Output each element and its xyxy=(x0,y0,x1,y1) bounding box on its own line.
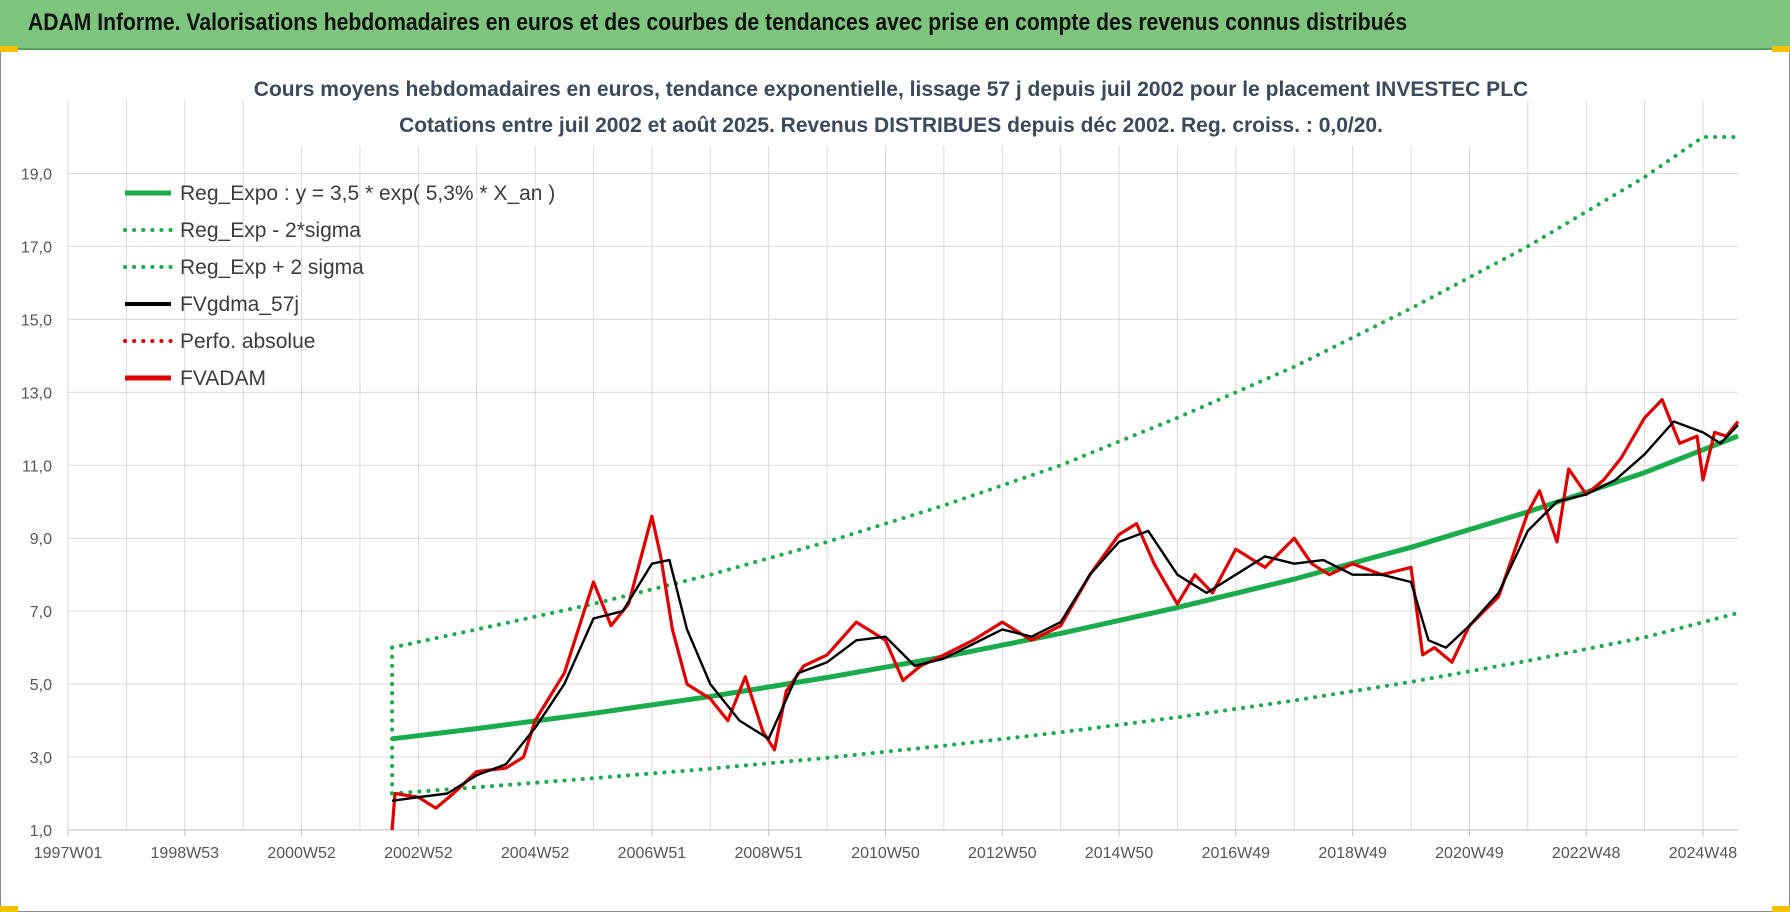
series-line-reg-exp-2-sigma xyxy=(390,135,1740,650)
y-tick-label: 17,0 xyxy=(21,239,52,256)
y-tick-label: 9,0 xyxy=(30,531,52,548)
corner-mark-top-left xyxy=(0,46,18,52)
x-tick-label: 2018W49 xyxy=(1318,845,1387,862)
x-tick-label: 1997W01 xyxy=(34,845,103,862)
series-line-fvgdma-57j xyxy=(391,420,1739,802)
y-tick-label: 3,0 xyxy=(30,750,52,767)
x-tick-label: 2002W52 xyxy=(384,845,453,862)
legend-label: FVADAM xyxy=(180,367,266,390)
corner-mark-top-right xyxy=(1772,46,1790,52)
x-tick-label: 2024W48 xyxy=(1669,845,1738,862)
x-tick-label: 2006W51 xyxy=(618,845,687,862)
header-banner: ADAM Informe. Valorisations hebdomadaire… xyxy=(0,0,1790,50)
x-tick-label: 2004W52 xyxy=(501,845,570,862)
y-tick-label: 5,0 xyxy=(30,677,52,694)
grid xyxy=(67,100,1738,831)
x-tick-label: 2022W48 xyxy=(1552,845,1621,862)
page-title: ADAM Informe. Valorisations hebdomadaire… xyxy=(28,9,1408,36)
legend-label: FVgdma_57j xyxy=(180,293,299,316)
x-tick-label: 1998W53 xyxy=(151,845,220,862)
y-tick-label: 19,0 xyxy=(21,166,52,183)
axes: 1,0 3,0 5,0 7,0 9,0 11,0 13,0 15,0 17,0 19,0 1997W… xyxy=(21,166,1738,862)
chart-subtitle: Cotations entre juil 2002 et août 2025. … xyxy=(399,114,1383,137)
series-line-reg-exp-2-sigma xyxy=(390,611,1740,796)
x-tick-label: 2012W50 xyxy=(968,845,1037,862)
x-tick-label: 2000W52 xyxy=(267,845,336,862)
legend-label: Reg_Exp - 2*sigma xyxy=(180,219,361,242)
x-tick-label: 2008W51 xyxy=(734,845,803,862)
x-tick-label: 2020W49 xyxy=(1435,845,1504,862)
legend-label: Reg_Expo : y = 3,5 * exp( 5,3% * X_an ) xyxy=(180,182,555,205)
y-tick-label: 1,0 xyxy=(30,823,52,840)
x-tick-label: 2014W50 xyxy=(1085,845,1154,862)
corner-mark-bottom-left xyxy=(0,906,18,912)
corner-mark-bottom-right xyxy=(1772,906,1790,912)
series-lines xyxy=(390,135,1740,831)
y-tick-label: 13,0 xyxy=(21,385,52,402)
legend-label: Perfo. absolue xyxy=(180,330,315,353)
y-tick-label: 11,0 xyxy=(22,458,52,475)
chart-title: Cours moyens hebdomadaires en euros, ten… xyxy=(254,78,1528,101)
legend-label: Reg_Exp + 2 sigma xyxy=(180,256,364,279)
line-chart: 1,0 3,0 5,0 7,0 9,0 11,0 13,0 15,0 17,0 19,0 1997W… xyxy=(21,76,1740,862)
title-background xyxy=(286,76,1496,146)
y-tick-label: 7,0 xyxy=(30,604,52,621)
x-tick-label: 2016W49 xyxy=(1202,845,1271,862)
y-tick-label: 15,0 xyxy=(21,312,52,329)
legend: Reg_Expo : y = 3,5 * exp( 5,3% * X_an ) R… xyxy=(123,182,555,390)
x-tick-label: 2010W50 xyxy=(851,845,920,862)
